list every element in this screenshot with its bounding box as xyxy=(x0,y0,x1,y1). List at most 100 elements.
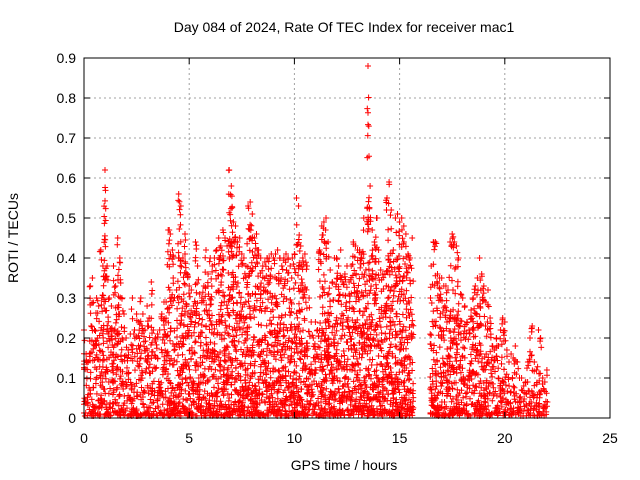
scatter-point xyxy=(350,280,357,287)
scatter-point xyxy=(280,285,287,292)
scatter-point xyxy=(276,328,283,335)
scatter-point xyxy=(317,320,324,326)
scatter-point xyxy=(343,299,350,306)
scatter-point xyxy=(319,363,326,370)
scatter-point xyxy=(453,358,460,365)
scatter-point xyxy=(88,349,95,356)
scatter-point xyxy=(144,303,151,309)
scatter-point xyxy=(511,384,518,391)
scatter-point xyxy=(388,207,395,213)
scatter-point xyxy=(375,258,382,265)
scatter-point xyxy=(228,391,235,398)
scatter-point xyxy=(92,328,99,334)
scatter-point xyxy=(544,372,550,379)
scatter-point xyxy=(87,390,94,397)
scatter-point xyxy=(121,353,128,360)
scatter-point xyxy=(274,342,281,349)
scatter-point xyxy=(226,312,233,319)
scatter-point xyxy=(240,255,247,261)
scatter-point xyxy=(188,318,195,325)
scatter-point xyxy=(170,280,177,287)
scatter-point xyxy=(101,257,108,264)
scatter-point xyxy=(243,335,250,342)
scatter-point xyxy=(142,338,149,345)
scatter-point xyxy=(186,405,193,412)
y-tick-label: 0.7 xyxy=(57,130,77,146)
scatter-point xyxy=(236,235,243,241)
scatter-point xyxy=(543,367,550,373)
scatter-point xyxy=(84,366,91,373)
scatter-point xyxy=(284,278,291,285)
scatter-point xyxy=(174,305,181,312)
scatter-point xyxy=(251,235,258,241)
scatter-point xyxy=(356,296,363,303)
scatter-point xyxy=(332,332,338,339)
scatter-point xyxy=(191,350,198,357)
scatter-point xyxy=(263,371,270,378)
scatter-point xyxy=(443,289,450,296)
scatter-point xyxy=(230,286,237,293)
scatter-point xyxy=(200,297,207,304)
scatter-point xyxy=(335,385,342,392)
scatter-point xyxy=(227,205,234,212)
scatter-point xyxy=(366,290,373,297)
scatter-point xyxy=(203,323,210,329)
scatter-point xyxy=(235,406,242,413)
scatter-point xyxy=(277,352,284,359)
scatter-point xyxy=(300,378,307,385)
scatter-point xyxy=(101,356,107,363)
scatter-point xyxy=(113,365,120,372)
scatter-point xyxy=(331,342,338,349)
scatter-point xyxy=(318,382,325,389)
scatter-point xyxy=(332,388,338,395)
scatter-point xyxy=(87,369,94,376)
scatter-point xyxy=(321,289,328,296)
scatter-point xyxy=(109,336,115,343)
y-tick-label: 0.9 xyxy=(57,50,77,66)
scatter-point xyxy=(362,287,369,294)
scatter-point xyxy=(298,335,305,342)
scatter-point xyxy=(225,364,232,371)
scatter-point xyxy=(199,289,206,296)
x-tick-label: 0 xyxy=(80,430,88,446)
scatter-point xyxy=(334,256,340,263)
scatter-point xyxy=(228,381,235,388)
scatter-point xyxy=(263,363,270,370)
scatter-point xyxy=(292,412,299,418)
scatter-point xyxy=(324,316,331,323)
scatter-point xyxy=(304,345,311,352)
scatter-point xyxy=(348,290,355,297)
scatter-point xyxy=(321,310,328,317)
scatter-point xyxy=(133,311,140,317)
scatter-point xyxy=(354,287,360,294)
scatter-point xyxy=(202,293,209,300)
scatter-point xyxy=(259,390,266,397)
scatter-point xyxy=(233,252,240,259)
scatter-point xyxy=(385,237,392,244)
scatter-point xyxy=(221,335,228,342)
scatter-point xyxy=(192,339,198,346)
scatter-point xyxy=(290,390,297,397)
scatter-point xyxy=(275,337,282,344)
x-tick-label: 5 xyxy=(185,430,193,446)
scatter-point xyxy=(312,370,319,377)
scatter-point xyxy=(149,330,155,337)
scatter-point xyxy=(266,279,273,286)
scatter-point xyxy=(334,321,341,328)
scatter-point xyxy=(323,215,329,221)
scatter-point xyxy=(228,248,235,255)
scatter-point xyxy=(219,272,225,279)
scatter-point xyxy=(95,303,102,309)
scatter-point xyxy=(246,379,253,386)
scatter-point xyxy=(169,256,176,263)
scatter-point xyxy=(276,407,283,414)
scatter-point xyxy=(215,354,222,361)
scatter-point xyxy=(136,346,143,353)
scatter-point xyxy=(236,289,243,296)
scatter-point xyxy=(132,367,138,374)
scatter-point xyxy=(268,299,275,306)
scatter-point xyxy=(293,195,300,201)
scatter-point xyxy=(317,338,324,345)
scatter-point xyxy=(194,263,201,269)
scatter-point xyxy=(100,326,107,333)
